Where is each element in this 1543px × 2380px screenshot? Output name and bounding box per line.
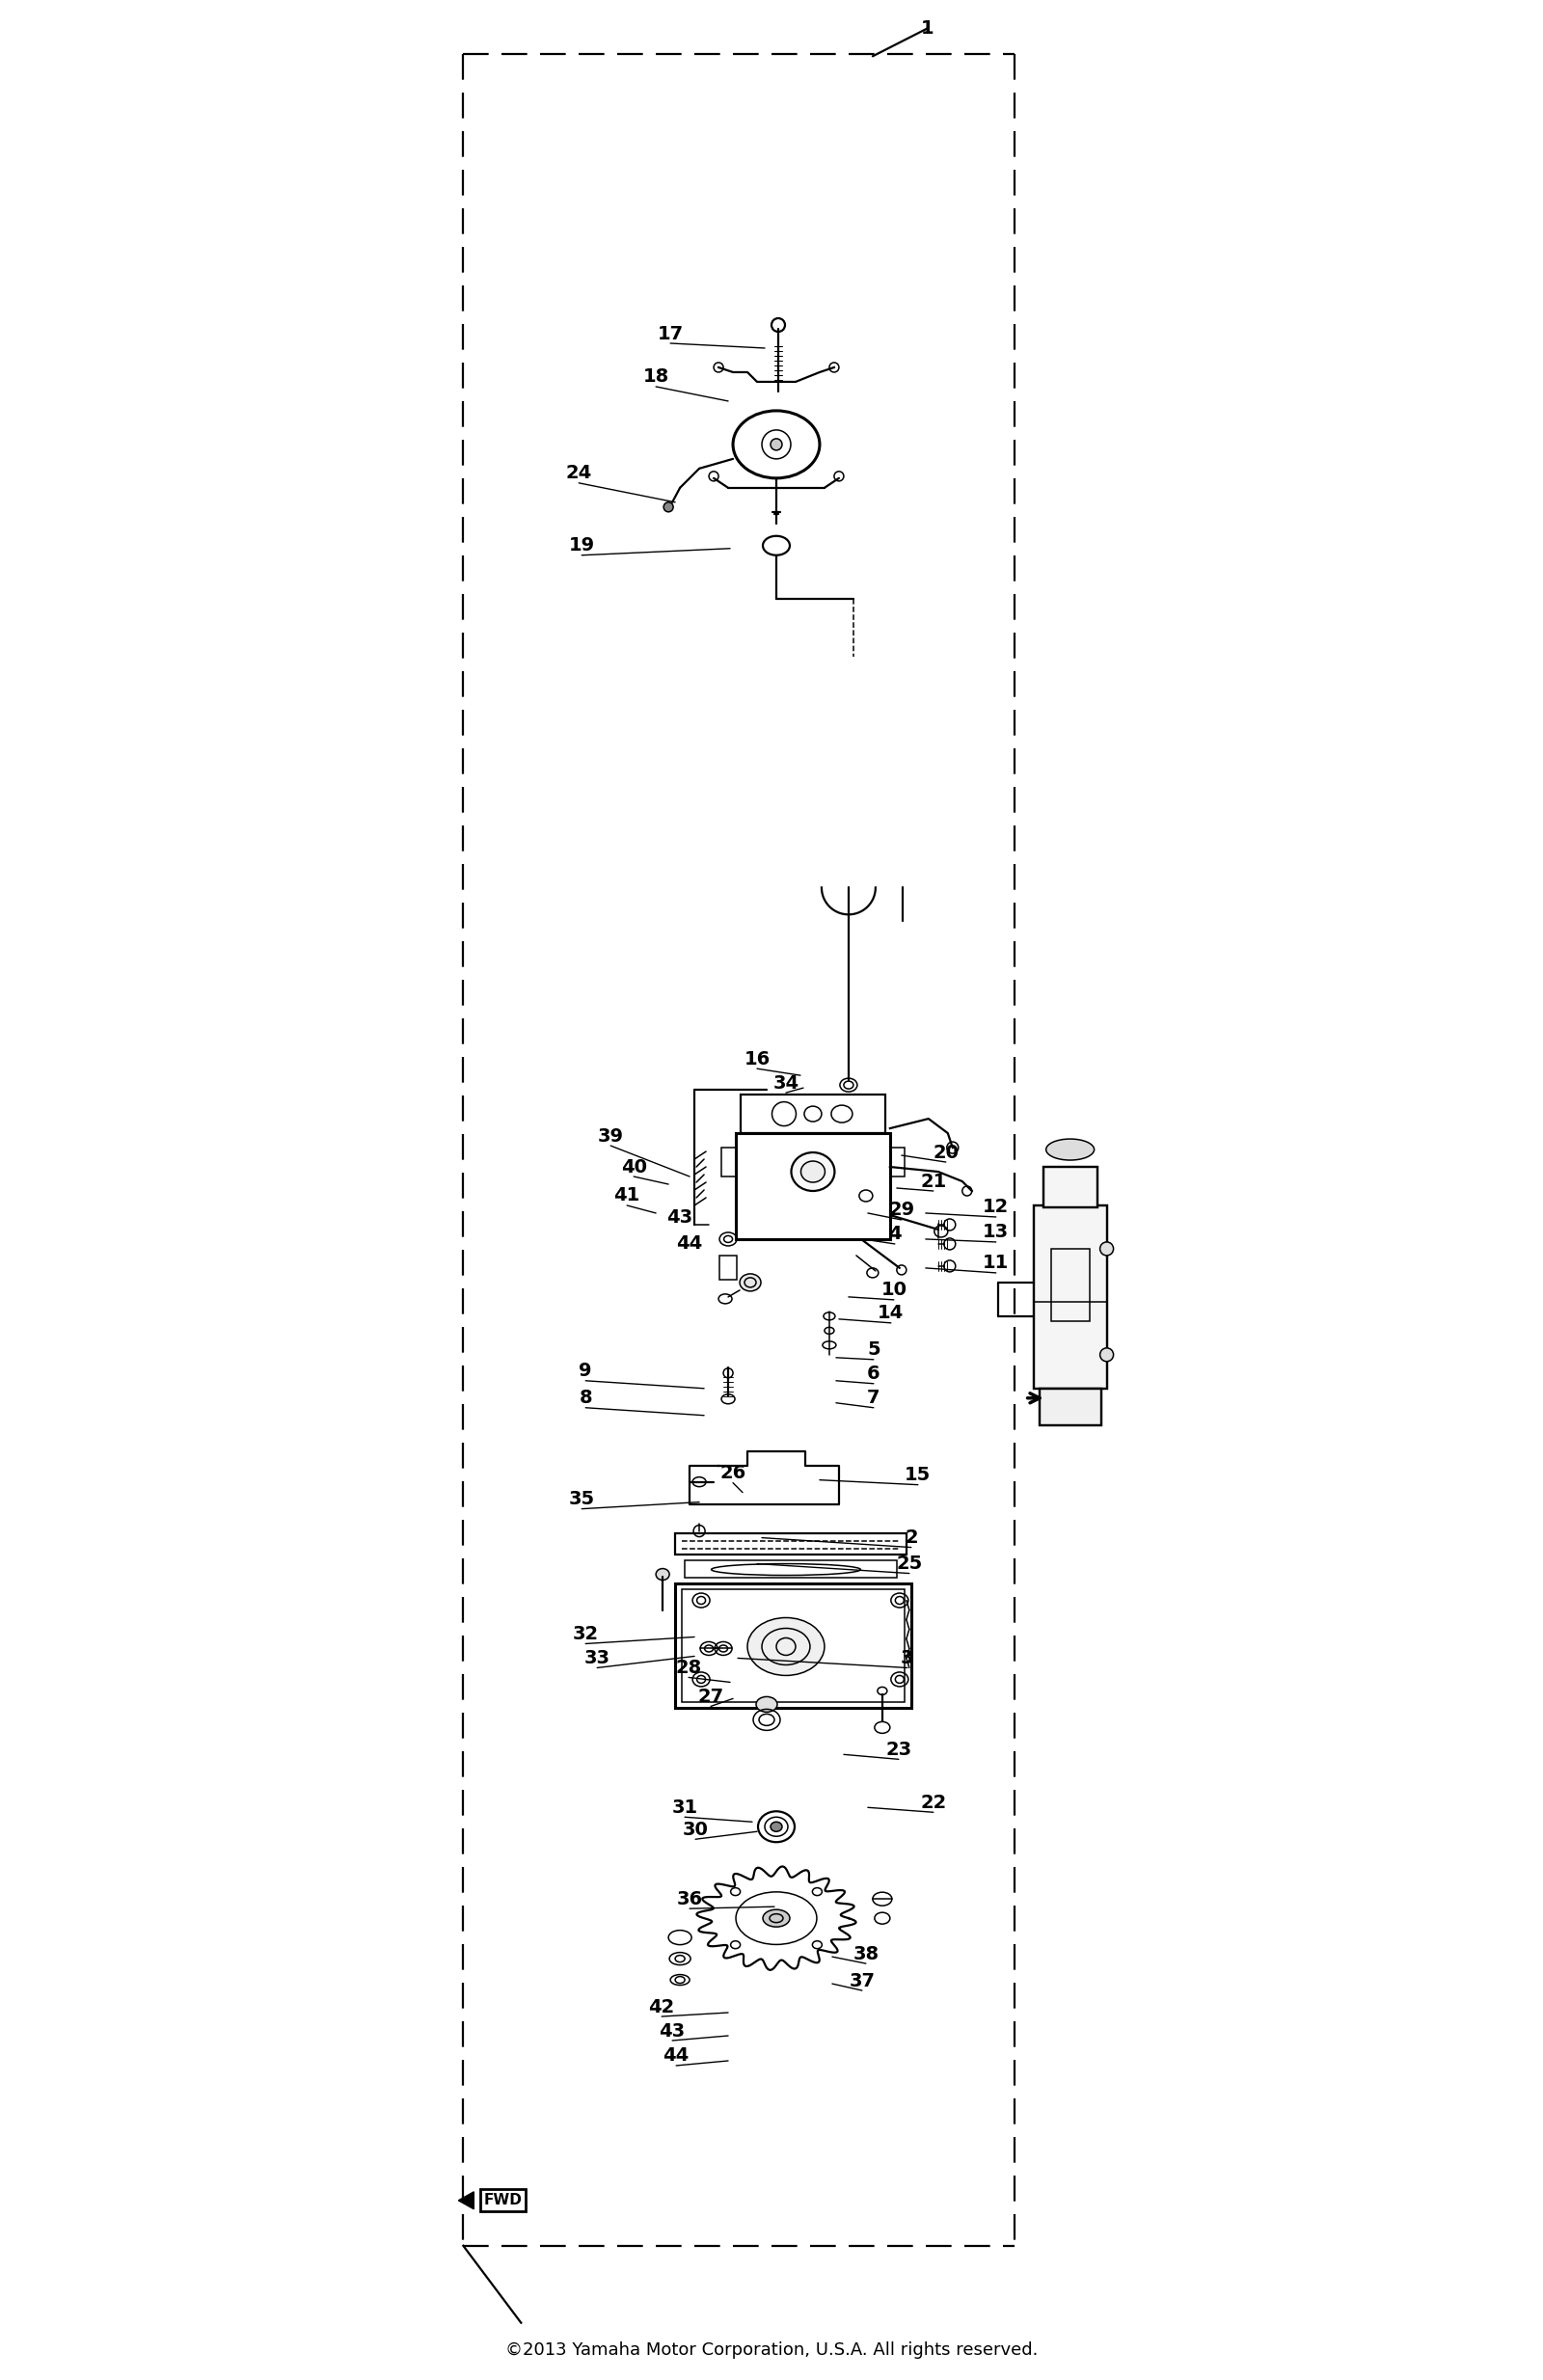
Ellipse shape	[656, 1568, 670, 1580]
Text: 16: 16	[744, 1050, 770, 1069]
Text: 10: 10	[881, 1280, 907, 1299]
Bar	[1040, 1388, 1102, 1426]
Bar	[685, 1559, 896, 1578]
Ellipse shape	[762, 1909, 790, 1928]
Text: 26: 26	[721, 1464, 747, 1483]
Text: 30: 30	[682, 1821, 708, 1840]
Text: 40: 40	[620, 1157, 647, 1176]
Bar	[741, 1095, 886, 1133]
Text: 9: 9	[579, 1361, 593, 1380]
Text: 43: 43	[659, 2021, 685, 2040]
Text: 41: 41	[614, 1188, 640, 1204]
Text: 29: 29	[889, 1202, 915, 1219]
Text: 1: 1	[921, 19, 934, 38]
Bar	[1043, 1166, 1097, 1207]
Text: ©2013 Yamaha Motor Corporation, U.S.A. All rights reserved.: ©2013 Yamaha Motor Corporation, U.S.A. A…	[505, 2342, 1038, 2359]
Ellipse shape	[1100, 1347, 1114, 1361]
Text: 31: 31	[671, 1799, 697, 1816]
Bar	[676, 1583, 912, 1709]
Ellipse shape	[663, 502, 673, 512]
Ellipse shape	[770, 438, 782, 450]
Ellipse shape	[733, 412, 819, 478]
Text: 27: 27	[697, 1687, 724, 1706]
Text: 25: 25	[896, 1554, 923, 1573]
Bar	[1034, 1204, 1106, 1388]
Bar	[719, 1257, 738, 1280]
Text: FWD: FWD	[483, 2194, 522, 2209]
Text: 43: 43	[667, 1209, 693, 1228]
Text: 13: 13	[983, 1223, 1009, 1242]
Text: 7: 7	[867, 1390, 880, 1407]
Ellipse shape	[747, 1618, 824, 1676]
Ellipse shape	[762, 536, 790, 555]
Text: 32: 32	[572, 1626, 599, 1642]
Ellipse shape	[792, 1152, 835, 1190]
Text: 21: 21	[920, 1173, 946, 1190]
Text: 14: 14	[878, 1304, 904, 1323]
Bar	[736, 1133, 890, 1240]
Bar	[890, 1147, 904, 1176]
Ellipse shape	[739, 1273, 761, 1290]
Text: 35: 35	[569, 1490, 594, 1509]
Bar	[1043, 1166, 1097, 1207]
Text: 11: 11	[983, 1254, 1009, 1273]
Bar	[682, 1590, 904, 1702]
Bar	[1051, 1250, 1089, 1321]
Bar	[1040, 1388, 1102, 1426]
Text: 44: 44	[676, 1235, 702, 1254]
Text: 24: 24	[566, 464, 593, 483]
Text: 36: 36	[676, 1890, 702, 1909]
Ellipse shape	[762, 431, 790, 459]
Ellipse shape	[719, 1295, 731, 1304]
Text: 42: 42	[648, 1997, 674, 2016]
Bar	[1034, 1204, 1106, 1388]
Text: 37: 37	[849, 1971, 875, 1990]
Text: 5: 5	[867, 1340, 880, 1359]
Ellipse shape	[756, 1697, 778, 1711]
Bar	[676, 1533, 906, 1554]
Text: 34: 34	[773, 1073, 799, 1092]
Text: 3: 3	[901, 1649, 913, 1668]
Polygon shape	[458, 2192, 474, 2209]
Text: 8: 8	[579, 1390, 593, 1407]
Text: 2: 2	[904, 1528, 918, 1547]
Text: 6: 6	[867, 1364, 880, 1383]
Text: 18: 18	[643, 369, 670, 386]
Bar	[722, 1147, 736, 1176]
Ellipse shape	[770, 1823, 782, 1833]
Ellipse shape	[801, 1161, 826, 1183]
Text: 4: 4	[889, 1226, 901, 1242]
Ellipse shape	[1100, 1242, 1114, 1257]
Text: 28: 28	[676, 1659, 702, 1678]
Text: 20: 20	[934, 1142, 958, 1161]
Text: 44: 44	[663, 2047, 690, 2066]
Text: 22: 22	[920, 1795, 946, 1811]
Text: 33: 33	[585, 1649, 609, 1668]
Text: 19: 19	[569, 536, 594, 555]
Ellipse shape	[1046, 1140, 1094, 1159]
Text: 17: 17	[657, 324, 684, 343]
Text: 12: 12	[983, 1197, 1009, 1216]
Text: 23: 23	[886, 1740, 912, 1759]
Text: 39: 39	[597, 1126, 623, 1145]
Text: 15: 15	[904, 1466, 930, 1485]
Text: 38: 38	[853, 1944, 880, 1963]
